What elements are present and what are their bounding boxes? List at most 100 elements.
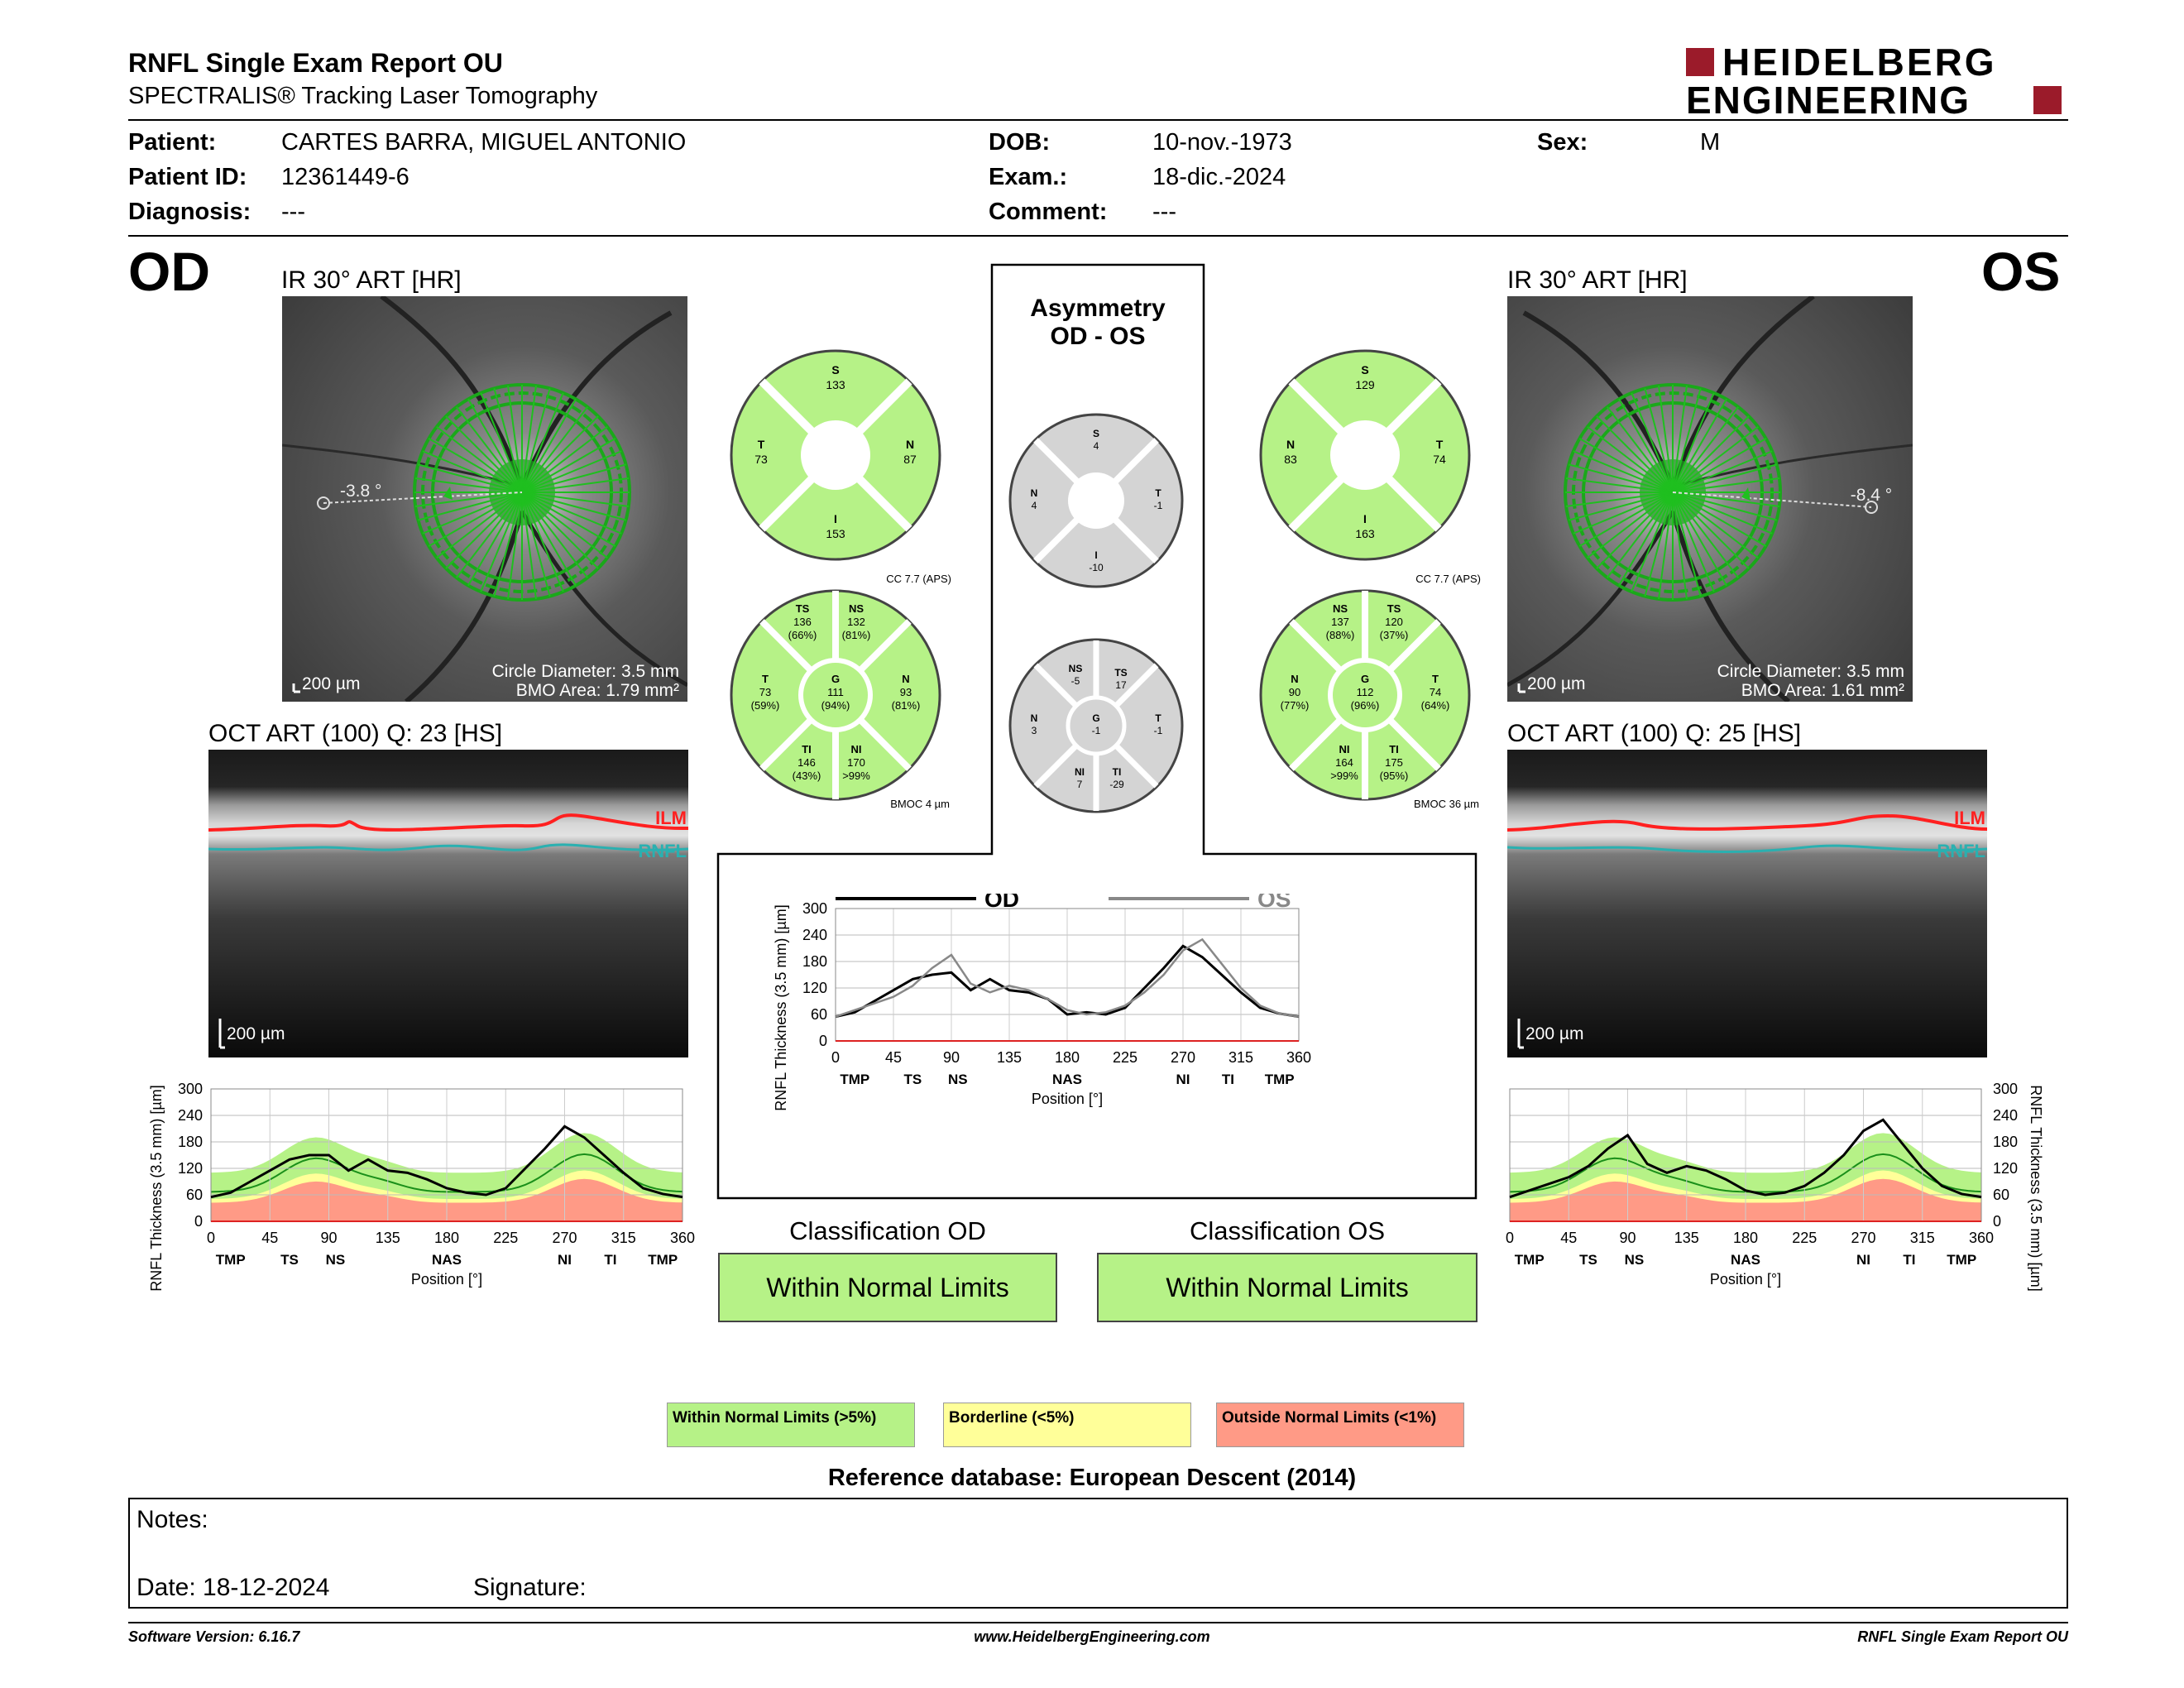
svg-text:S: S bbox=[1361, 363, 1368, 376]
patient-label: Patient: bbox=[128, 129, 217, 156]
sex-label: Sex: bbox=[1537, 129, 1588, 156]
scan-spoke bbox=[521, 450, 622, 493]
os-rnfl-chart: 0 60 120 180 240 300 0 45 90 135 180 225 270 315 360 TM… bbox=[1506, 1081, 2044, 1292]
asym-quadrant-chart: S 4 N 4 T -1 I -10 bbox=[1008, 413, 1184, 588]
scan-spoke bbox=[507, 492, 523, 600]
scan-spoke bbox=[521, 385, 537, 493]
svg-text:N: N bbox=[902, 673, 909, 685]
report-title: RNFL Single Exam Report OU bbox=[128, 48, 503, 78]
footer-website[interactable]: www.HeidelbergEngineering.com bbox=[974, 1628, 1210, 1645]
scan-spoke bbox=[422, 450, 523, 493]
scan-spoke bbox=[445, 415, 523, 493]
scan-spoke bbox=[436, 492, 523, 559]
svg-text:I: I bbox=[1363, 512, 1367, 525]
svg-text:N: N bbox=[1031, 487, 1038, 499]
svg-text:132: 132 bbox=[847, 616, 865, 628]
scan-spoke bbox=[467, 398, 523, 493]
scan-spoke bbox=[1596, 415, 1674, 493]
sector-label: NI bbox=[1176, 1072, 1190, 1087]
svg-text:(77%): (77%) bbox=[1281, 699, 1310, 712]
y-tick-label: 60 bbox=[811, 1006, 827, 1023]
x-tick-label: 180 bbox=[1733, 1230, 1758, 1246]
y-tick-label: 120 bbox=[178, 1160, 203, 1177]
series-line bbox=[210, 1125, 683, 1199]
svg-text:73: 73 bbox=[759, 686, 771, 698]
notes-box: Notes: Date: 18-12-2024 Signature: bbox=[128, 1498, 2068, 1609]
x-tick-label: 45 bbox=[1560, 1230, 1577, 1246]
os-angle-text: -8.4 ° bbox=[1851, 486, 1892, 505]
scan-spoke bbox=[1672, 388, 1702, 493]
legend-borderline: Borderline (<5%) bbox=[943, 1403, 1191, 1447]
footer-report-name: RNFL Single Exam Report OU bbox=[1857, 1628, 2068, 1645]
x-tick-label: 90 bbox=[943, 1049, 960, 1066]
sector-label: TI bbox=[1222, 1072, 1234, 1087]
svg-text:G: G bbox=[1092, 712, 1099, 724]
svg-text:TS: TS bbox=[796, 602, 810, 615]
os-quadrant-chart: S 129 N 83 T 74 I 163 bbox=[1259, 349, 1471, 561]
svg-text:(81%): (81%) bbox=[892, 699, 921, 712]
y-axis-label: RNFL Thickness (3.5 mm) [µm] bbox=[148, 1085, 165, 1291]
y-tick-label: 180 bbox=[1993, 1134, 2018, 1150]
sector-label: TMP bbox=[1947, 1252, 1976, 1268]
x-axis-label: Position [°] bbox=[1710, 1271, 1781, 1288]
y-tick-label: 180 bbox=[802, 953, 827, 970]
svg-text:S: S bbox=[831, 363, 839, 376]
scan-spoke bbox=[1658, 492, 1674, 600]
x-tick-label: 135 bbox=[997, 1049, 1022, 1066]
svg-text:BMOC 36 µm: BMOC 36 µm bbox=[1414, 798, 1479, 810]
y-tick-label: 240 bbox=[1993, 1107, 2018, 1124]
svg-text:NS: NS bbox=[849, 602, 864, 615]
os-bmo-area: BMO Area: 1.61 mm² bbox=[1741, 681, 1904, 700]
scan-spoke bbox=[1672, 492, 1773, 535]
sector-label: TMP bbox=[648, 1252, 678, 1268]
svg-text:-10: -10 bbox=[1089, 562, 1104, 573]
svg-text:3: 3 bbox=[1032, 725, 1037, 736]
asym-rnfl-chart: 0 60 120 180 240 300 0 45 90 135 180 225 270 315 360 TM… bbox=[773, 894, 1311, 1111]
os-circle-diameter: Circle Diameter: 3.5 mm bbox=[1717, 662, 1904, 681]
scan-spoke bbox=[1644, 388, 1674, 493]
y-axis-label: RNFL Thickness (3.5 mm) [µm] bbox=[2028, 1085, 2044, 1291]
x-tick-label: 135 bbox=[1674, 1230, 1699, 1246]
exam-label: Exam.: bbox=[989, 164, 1068, 190]
svg-text:T: T bbox=[758, 438, 765, 451]
sector-label: TMP bbox=[840, 1072, 869, 1087]
sector-label: TMP bbox=[216, 1252, 246, 1268]
sector-label: TS bbox=[903, 1072, 922, 1087]
y-tick-label: 240 bbox=[178, 1107, 203, 1124]
svg-text:83: 83 bbox=[1284, 453, 1297, 466]
od-oct-image: ILM RNFL 200 µm bbox=[208, 750, 688, 1057]
svg-text:(96%): (96%) bbox=[1351, 699, 1380, 712]
comment-label: Comment: bbox=[989, 199, 1108, 225]
sector-label: TS bbox=[1579, 1252, 1597, 1268]
svg-text:(81%): (81%) bbox=[842, 629, 871, 641]
sector-label: NAS bbox=[1731, 1252, 1760, 1268]
scan-spoke bbox=[1672, 463, 1777, 493]
scan-spoke bbox=[521, 398, 577, 493]
scan-spoke bbox=[521, 492, 630, 507]
x-tick-label: 90 bbox=[320, 1230, 337, 1246]
sector-label: NS bbox=[948, 1072, 968, 1087]
od-angle-text: -3.8 ° bbox=[340, 482, 381, 501]
svg-text:NS: NS bbox=[1069, 663, 1083, 674]
svg-text:T: T bbox=[762, 673, 769, 685]
svg-text:112: 112 bbox=[1357, 686, 1374, 698]
x-axis-label: Position [°] bbox=[411, 1271, 482, 1288]
series-line bbox=[1509, 1118, 1982, 1199]
svg-text:175: 175 bbox=[1385, 756, 1403, 769]
svg-text:(66%): (66%) bbox=[788, 629, 817, 641]
scan-spoke bbox=[521, 463, 626, 493]
svg-text:129: 129 bbox=[1355, 378, 1375, 391]
y-tick-label: 300 bbox=[1993, 1081, 2018, 1097]
sector-label: NI bbox=[1856, 1252, 1870, 1268]
series-line bbox=[835, 938, 1300, 1018]
svg-text:(59%): (59%) bbox=[751, 699, 780, 712]
y-tick-label: 0 bbox=[194, 1213, 203, 1230]
x-tick-label: 180 bbox=[1055, 1049, 1080, 1066]
scan-spoke bbox=[418, 463, 523, 493]
svg-text:74: 74 bbox=[1430, 686, 1441, 698]
eye-label-od: OD bbox=[128, 241, 210, 302]
svg-text:T: T bbox=[1155, 487, 1161, 499]
patient-id-label: Patient ID: bbox=[128, 164, 247, 190]
x-tick-label: 45 bbox=[885, 1049, 902, 1066]
dob-value: 10-nov.-1973 bbox=[1152, 129, 1292, 156]
